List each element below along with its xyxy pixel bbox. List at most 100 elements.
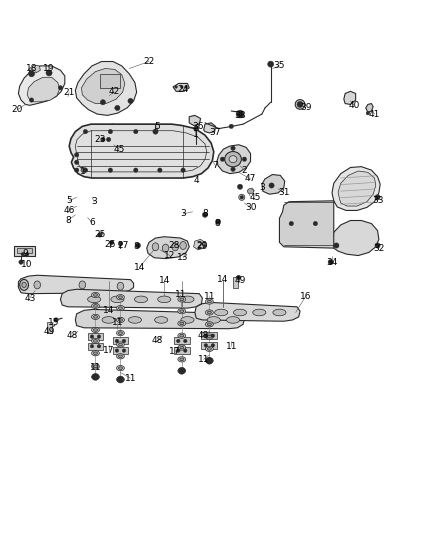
Text: 3: 3 [259,183,265,192]
Ellipse shape [226,317,240,323]
Polygon shape [195,302,300,321]
Ellipse shape [117,305,124,311]
Ellipse shape [81,168,87,172]
Polygon shape [18,66,65,106]
Ellipse shape [205,334,213,339]
Ellipse shape [102,317,115,323]
Circle shape [117,376,124,383]
Ellipse shape [117,366,124,371]
Ellipse shape [178,321,186,326]
Circle shape [83,168,88,172]
Ellipse shape [118,378,123,381]
Circle shape [118,241,123,246]
Ellipse shape [158,296,171,303]
Text: 17: 17 [103,346,114,355]
Circle shape [375,243,380,248]
Text: 38: 38 [234,111,246,120]
Circle shape [74,152,79,157]
Ellipse shape [134,296,148,303]
Polygon shape [113,347,128,354]
Text: 2: 2 [242,166,247,175]
Ellipse shape [247,189,254,194]
Ellipse shape [117,295,124,300]
Ellipse shape [117,317,124,322]
Ellipse shape [180,369,184,372]
Circle shape [178,367,185,374]
Circle shape [134,168,138,172]
Text: 11: 11 [226,342,237,351]
Circle shape [215,219,221,224]
Text: 3: 3 [91,197,97,206]
Ellipse shape [93,365,97,368]
Circle shape [231,146,235,150]
Ellipse shape [180,298,184,301]
Text: 33: 33 [372,196,383,205]
Circle shape [240,196,244,199]
Polygon shape [60,289,202,308]
Ellipse shape [93,316,97,318]
Text: 8: 8 [134,243,140,251]
Ellipse shape [20,279,28,290]
Ellipse shape [253,309,266,316]
Text: 14: 14 [217,275,228,284]
Text: 11: 11 [175,290,186,300]
Bar [100,74,120,88]
Ellipse shape [118,367,123,369]
Text: 48: 48 [152,336,163,345]
Circle shape [204,344,208,347]
Polygon shape [189,115,201,125]
Text: 20: 20 [12,105,23,114]
Text: 8: 8 [202,209,208,219]
Text: 14: 14 [103,306,114,315]
Ellipse shape [181,317,194,323]
Circle shape [110,240,114,245]
Circle shape [25,253,29,256]
Circle shape [211,334,215,337]
Polygon shape [174,347,190,354]
Circle shape [237,184,243,189]
Text: 48: 48 [198,331,209,340]
Ellipse shape [155,317,168,323]
Ellipse shape [205,322,213,327]
Polygon shape [69,124,214,178]
Text: 3: 3 [180,209,186,219]
Text: 46: 46 [64,206,75,215]
Text: 29: 29 [197,243,208,251]
Polygon shape [279,201,334,248]
Text: 13: 13 [177,253,189,262]
Text: 42: 42 [108,87,120,96]
Ellipse shape [205,299,213,304]
Text: 36: 36 [192,122,204,131]
Circle shape [184,349,187,352]
Text: 45: 45 [113,144,125,154]
Ellipse shape [181,296,194,303]
Circle shape [297,101,303,108]
Circle shape [29,98,34,102]
Ellipse shape [233,309,247,316]
Text: 31: 31 [278,189,290,197]
Polygon shape [28,65,40,73]
Circle shape [375,195,380,200]
Ellipse shape [117,354,124,359]
Ellipse shape [92,327,99,333]
Bar [233,278,238,288]
Ellipse shape [178,309,186,314]
Polygon shape [173,84,189,91]
Polygon shape [262,174,285,194]
Ellipse shape [92,292,99,297]
Circle shape [74,168,79,172]
Text: 23: 23 [94,135,106,144]
Polygon shape [204,123,215,133]
Ellipse shape [178,345,186,350]
Text: 5: 5 [154,122,160,131]
Text: 17: 17 [169,348,180,357]
Circle shape [115,106,120,110]
Circle shape [83,130,88,134]
Text: 10: 10 [21,260,33,269]
Circle shape [184,339,187,343]
Text: 11: 11 [112,318,123,327]
Text: 14: 14 [159,276,170,285]
Ellipse shape [207,317,220,323]
Ellipse shape [180,241,187,249]
Ellipse shape [180,334,184,337]
